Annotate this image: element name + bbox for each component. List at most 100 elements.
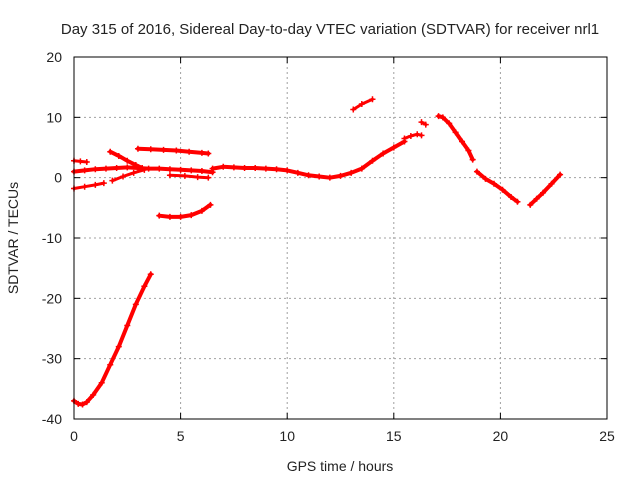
data-point	[230, 164, 237, 171]
data-point	[527, 201, 534, 208]
data-point	[83, 399, 90, 406]
series-arc-16	[528, 172, 563, 207]
data-point	[540, 189, 547, 196]
data-point	[186, 148, 193, 155]
data-point	[401, 135, 408, 142]
data-point	[177, 213, 184, 220]
data-point	[198, 168, 205, 175]
data-point	[115, 152, 122, 159]
series-arc-6	[110, 168, 146, 183]
data-point	[132, 301, 139, 308]
x-tick-label: 0	[70, 428, 78, 444]
data-point	[120, 173, 127, 180]
data-point	[130, 169, 137, 176]
data-point	[107, 148, 114, 155]
data-point	[173, 147, 180, 154]
series-arc-8	[168, 173, 210, 180]
y-tick-label: -20	[42, 290, 62, 306]
data-point	[107, 361, 114, 368]
data-point	[102, 165, 109, 172]
data-point	[188, 212, 195, 219]
data-point	[90, 391, 97, 398]
data-point	[79, 401, 86, 408]
data-point	[273, 166, 280, 173]
data-point	[435, 113, 442, 120]
chart-title: Day 315 of 2016, Sidereal Day-to-day VTE…	[61, 21, 599, 38]
data-point	[533, 195, 540, 202]
data-point	[198, 207, 205, 214]
data-point	[369, 157, 376, 164]
data-point	[491, 180, 498, 187]
data-point	[194, 174, 201, 181]
data-point	[198, 149, 205, 156]
data-point	[156, 212, 163, 219]
series-arc-15	[474, 169, 520, 204]
y-tick-label: 0	[54, 170, 62, 186]
data-point	[337, 172, 344, 179]
data-point	[134, 145, 141, 152]
data-point	[459, 138, 466, 145]
data-point	[305, 172, 312, 179]
data-point	[83, 158, 90, 165]
data-point	[446, 120, 453, 127]
x-tick-label: 10	[279, 428, 295, 444]
data-point	[124, 164, 131, 171]
y-tick-label: -30	[42, 351, 62, 367]
grid	[74, 57, 607, 419]
series-arc-14	[436, 114, 475, 162]
data-point	[407, 133, 414, 140]
data-point	[348, 169, 355, 176]
data-point	[181, 172, 188, 179]
x-tick-label: 5	[177, 428, 185, 444]
data-point	[369, 96, 376, 103]
data-point	[98, 379, 105, 386]
y-tick-label: 20	[46, 49, 62, 65]
y-axis-label: SDTVAR / TECUs	[5, 182, 21, 294]
data-point	[241, 165, 248, 172]
data-point	[508, 193, 515, 200]
data-point	[452, 129, 459, 136]
x-axis-label: GPS time / hours	[287, 458, 394, 474]
data-point	[358, 101, 365, 108]
data-point	[156, 165, 163, 172]
data-point	[284, 167, 291, 174]
data-point	[414, 131, 421, 138]
ticks: 0 5 10 15 20 25 -40 -30 -20 -10 0 10 20	[42, 49, 615, 444]
y-tick-label: -40	[42, 411, 62, 427]
data-point	[418, 132, 425, 139]
series-arc-1	[72, 272, 153, 407]
x-tick-label: 25	[599, 428, 615, 444]
data-point	[422, 121, 429, 128]
data-point	[390, 144, 397, 151]
data-point	[166, 166, 173, 173]
data-point	[326, 174, 333, 181]
series	[71, 96, 564, 408]
data-point	[465, 147, 472, 154]
data-point	[177, 166, 184, 173]
data-point	[81, 167, 88, 174]
data-point	[499, 186, 506, 193]
data-point	[77, 158, 84, 165]
data-point	[548, 180, 555, 187]
data-point	[113, 165, 120, 172]
data-point	[209, 165, 216, 172]
data-point	[557, 171, 564, 178]
data-point	[124, 157, 131, 164]
data-point	[220, 163, 227, 170]
data-point	[380, 150, 387, 157]
data-point	[482, 175, 489, 182]
data-point	[166, 172, 173, 179]
data-point	[141, 166, 148, 173]
data-point	[166, 213, 173, 220]
data-point	[145, 165, 152, 172]
data-point	[358, 165, 365, 172]
data-point	[109, 177, 116, 184]
series-arc-4	[72, 181, 106, 190]
data-point	[418, 119, 425, 126]
data-point	[294, 169, 301, 176]
data-point	[350, 106, 357, 113]
data-point	[132, 161, 139, 168]
x-tick-label: 20	[493, 428, 509, 444]
data-point	[160, 146, 167, 153]
